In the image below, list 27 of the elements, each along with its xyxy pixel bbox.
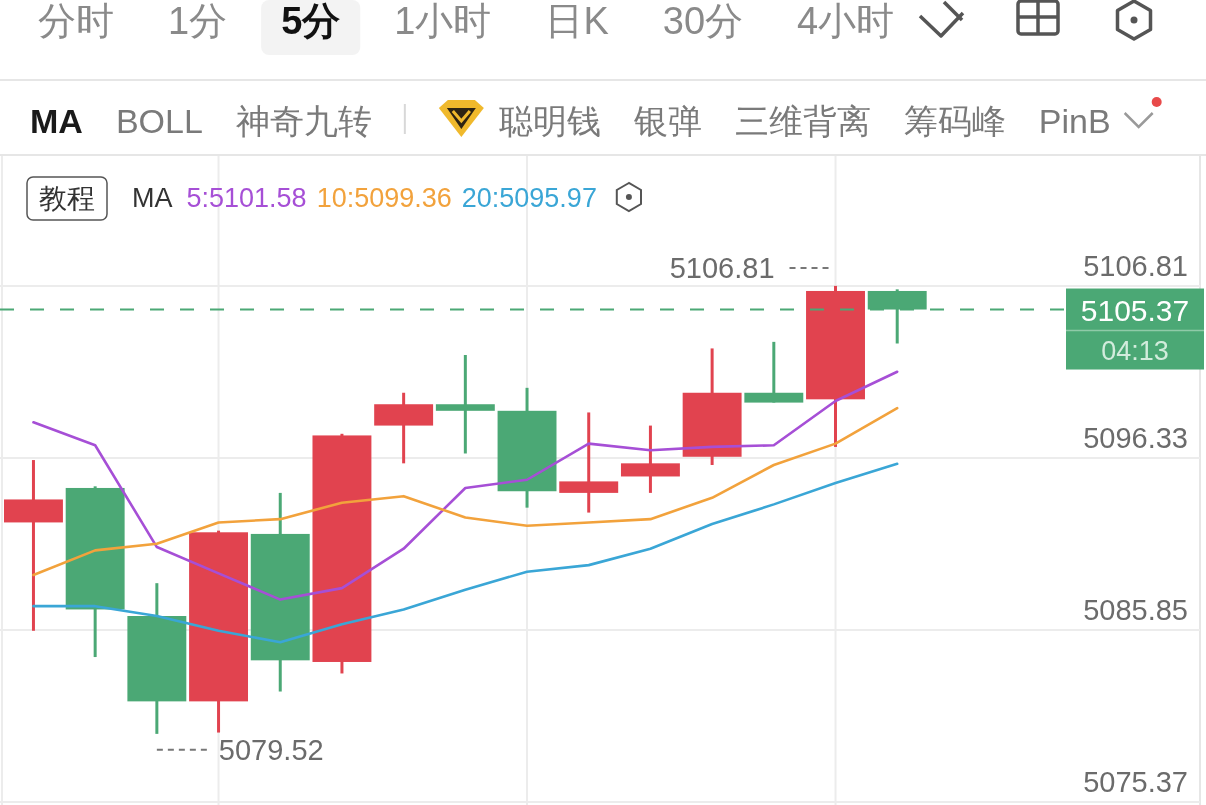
indicator-label: 银弹: [633, 102, 702, 140]
indicator-label: 神奇九转: [235, 102, 372, 140]
button-label: 教程: [39, 183, 95, 214]
tab-label: 1小时: [394, 0, 492, 42]
tab-label: 日K: [545, 0, 609, 42]
low-label: 5079.52: [218, 733, 324, 766]
legend-label: 20:5095.97: [461, 183, 597, 213]
legend-label: 10:5099.36: [316, 183, 452, 213]
y-tick-label: 5085.85: [1083, 593, 1188, 626]
y-tick-label: 5096.33: [1083, 421, 1188, 454]
indicator-label: 三维背离: [734, 102, 871, 140]
indicator-label: BOLL: [115, 102, 203, 140]
tab-label: 1分: [168, 0, 228, 42]
y-tick-label: 5075.37: [1083, 766, 1188, 798]
tab-label: 4小时: [797, 0, 895, 42]
indicator-label: 筹码峰: [903, 102, 1006, 140]
countdown-label: 04:13: [1101, 335, 1169, 366]
y-tick-label: 5106.81: [1083, 249, 1188, 282]
legend-title: MA: [132, 183, 173, 213]
indicator-label: MA: [30, 102, 83, 140]
legend-label: 5:5101.58: [186, 183, 307, 213]
tab-label: 分时: [38, 0, 114, 42]
indicator-label: 聪明钱: [498, 102, 601, 140]
indicator-label: PinB: [1038, 102, 1111, 140]
tab-label: 30分: [662, 0, 744, 42]
tab-label: 5分: [281, 0, 341, 42]
high-label: 5106.81: [669, 251, 775, 284]
